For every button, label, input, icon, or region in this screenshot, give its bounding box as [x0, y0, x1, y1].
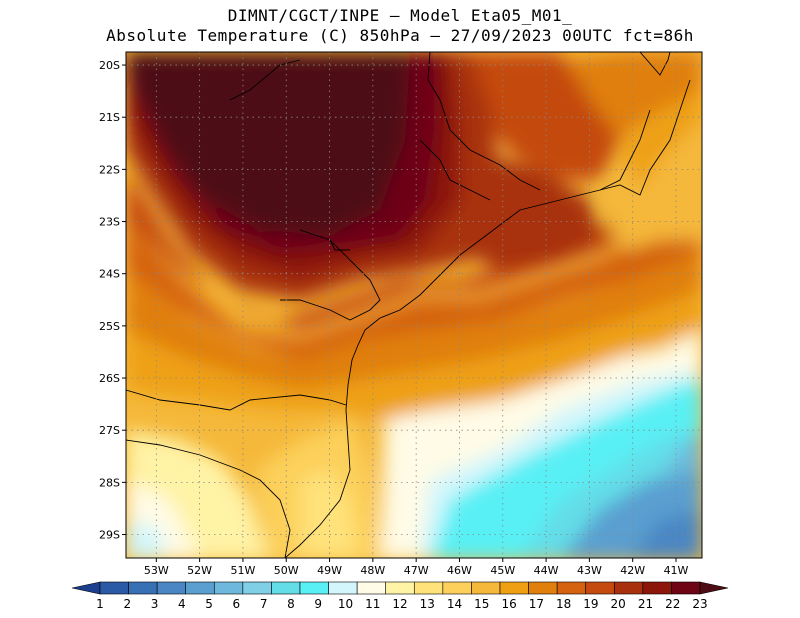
colorbar-swatch — [156, 581, 187, 595]
colorbar-label: 21 — [638, 597, 653, 611]
lat-tick-label: 21S — [99, 111, 120, 124]
colorbar-swatch — [556, 581, 587, 595]
colorbar-label: 12 — [392, 597, 407, 611]
colorbar-swatch — [128, 581, 158, 595]
colorbar-label: 14 — [447, 597, 462, 611]
lon-tick-label: 44W — [534, 564, 559, 577]
lat-tick-label: 20S — [99, 59, 120, 72]
colorbar-label: 15 — [474, 597, 489, 611]
colorbar-label: 19 — [583, 597, 598, 611]
colorbar-swatch — [642, 581, 672, 595]
lat-tick-label: 22S — [99, 163, 120, 176]
colorbar-label: 20 — [611, 597, 626, 611]
lon-tick-label: 48W — [360, 564, 385, 577]
lon-tick-label: 53W — [144, 564, 169, 577]
lat-tick-label: 29S — [99, 529, 120, 542]
map-frame — [125, 51, 703, 559]
colorbar-swatch — [613, 581, 644, 595]
colorbar-swatch — [528, 581, 558, 595]
lon-tick-label: 50W — [274, 564, 299, 577]
lon-tick-label: 49W — [317, 564, 342, 577]
colorbar-label: 6 — [233, 597, 241, 611]
colorbar-swatch — [413, 581, 444, 595]
colorbar-label: 9 — [314, 597, 322, 611]
lat-tick-label: 25S — [99, 320, 120, 333]
colorbar-swatch — [442, 581, 472, 595]
colorbar-label: 18 — [556, 597, 571, 611]
colorbar-swatch — [499, 581, 529, 595]
lon-tick-label: 43W — [577, 564, 602, 577]
colorbar-swatch — [328, 581, 358, 595]
lon-tick-label: 52W — [187, 564, 212, 577]
colorbar-label: 3 — [151, 597, 159, 611]
latitude-axis: 20S 21S 22S 23S 24S 25S 26S 27S 28S 29S — [99, 59, 126, 542]
colorbar-label: 17 — [529, 597, 544, 611]
lon-tick-label: 45W — [490, 564, 515, 577]
lon-tick-label: 41W — [664, 564, 689, 577]
chart-subtitle: Absolute Temperature (C) 850hPa – 27/09/… — [106, 26, 694, 45]
colorbar-swatch — [213, 581, 244, 595]
colorbar-label: 11 — [365, 597, 380, 611]
lat-tick-label: 26S — [99, 372, 120, 385]
colorbar-label: 8 — [287, 597, 295, 611]
colorbar-swatch — [585, 581, 615, 595]
colorbar-swatch — [99, 581, 129, 595]
chart-title: DIMNT/CGCT/INPE – Model Eta05_M01_ — [227, 6, 573, 25]
colorbar-low-arrow — [71, 581, 101, 595]
colorbar: 1 2 3 4 5 6 7 8 9 10 11 12 13 14 15 16 17 18 19 20 21 22 23 — [71, 581, 729, 611]
colorbar-swatch — [271, 581, 301, 595]
colorbar-label: 4 — [178, 597, 186, 611]
colorbar-swatch — [471, 581, 501, 595]
lon-tick-label: 42W — [620, 564, 645, 577]
lon-tick-label: 51W — [230, 564, 255, 577]
coastline-borders — [126, 52, 691, 558]
colorbar-high-arrow — [699, 581, 729, 595]
colorbar-label: 16 — [501, 597, 516, 611]
temperature-field — [126, 52, 702, 558]
colorbar-label: 23 — [692, 597, 707, 611]
colorbar-label: 1 — [96, 597, 104, 611]
colorbar-swatch — [671, 581, 701, 595]
colorbar-swatch — [356, 581, 387, 595]
lat-tick-label: 23S — [99, 216, 120, 229]
colorbar-label: 13 — [420, 597, 435, 611]
colorbar-swatch — [242, 581, 272, 595]
lon-tick-label: 47W — [404, 564, 429, 577]
colorbar-label: 5 — [205, 597, 213, 611]
colorbar-swatch — [185, 581, 215, 595]
lon-tick-label: 46W — [447, 564, 472, 577]
lat-tick-label: 27S — [99, 424, 120, 437]
lat-tick-label: 24S — [99, 268, 120, 281]
colorbar-label: 7 — [260, 597, 268, 611]
map-gridlines — [126, 52, 702, 558]
colorbar-swatch — [299, 581, 329, 595]
colorbar-label: 2 — [123, 597, 131, 611]
lat-tick-label: 28S — [99, 476, 120, 489]
colorbar-swatch — [385, 581, 415, 595]
colorbar-label: 22 — [665, 597, 680, 611]
longitude-axis: 53W 52W 51W 50W 49W 48W 47W 46W 45W 44W 43W 42W 41W — [144, 558, 689, 577]
colorbar-label: 10 — [338, 597, 353, 611]
